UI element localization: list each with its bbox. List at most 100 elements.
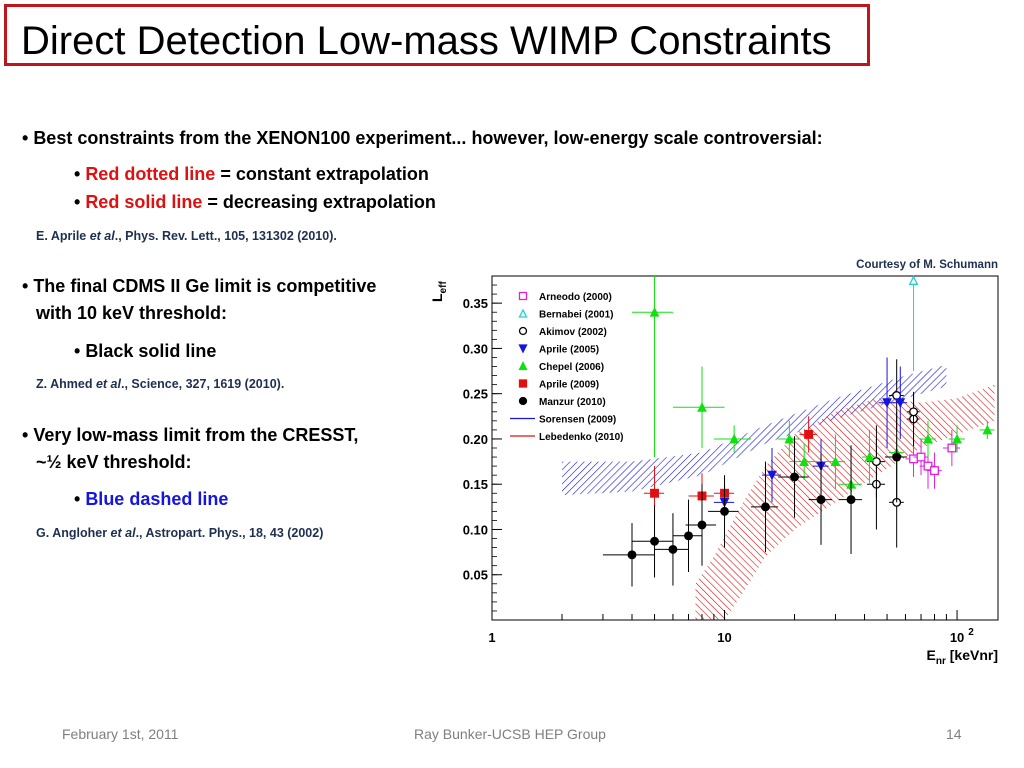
point-marker	[649, 306, 660, 317]
data-point	[913, 438, 929, 476]
ref2-pre: Z. Ahmed	[36, 377, 96, 391]
footer-page-number: 14	[946, 726, 962, 742]
data-point	[751, 461, 779, 553]
legend-entry: Aprile (2005)	[518, 344, 599, 356]
ref2-post: ., Science, 327, 1619 (2010).	[120, 377, 285, 391]
legend-entry: Arneodo (2000)	[518, 291, 612, 303]
sub-bullet-red-solid: • Red solid line = decreasing extrapolat…	[74, 192, 436, 212]
point-marker	[982, 424, 993, 435]
point-marker	[952, 433, 962, 444]
data-point	[892, 366, 908, 439]
sub-bullet-blue-dashed: • Blue dashed line	[74, 489, 229, 509]
sub-bullet-red-dotted: • Red dotted line = constant extrapolati…	[74, 164, 429, 184]
point-marker	[864, 451, 875, 462]
bullet-cresst-line1: • Very low-mass limit from the CRESST,	[22, 425, 359, 445]
point-marker	[892, 391, 902, 400]
point-marker	[909, 407, 919, 417]
point-marker	[799, 456, 810, 467]
legend-label: Bernabei (2001)	[539, 310, 613, 321]
sub-bullet-black-solid: • Black solid line	[74, 341, 217, 361]
ref1-pre: E. Aprile	[36, 229, 90, 243]
data-point	[867, 425, 886, 498]
ref1-post: ., Phys. Rev. Lett., 105, 131302 (2010).	[114, 229, 337, 243]
data-points	[602, 275, 995, 587]
legend-entry: Aprile (2009)	[518, 379, 599, 391]
data-point	[908, 275, 919, 372]
point-marker	[882, 398, 892, 408]
legend-entry: Sorensen (2009)	[510, 415, 616, 426]
legend-marker	[518, 361, 528, 371]
y-tick-label: 0.15	[463, 477, 488, 492]
legend-marker	[518, 326, 528, 336]
data-point	[762, 448, 782, 503]
data-point	[878, 357, 895, 448]
point-marker	[697, 402, 707, 412]
blue-dashed-label: Blue dashed line	[85, 489, 229, 509]
bullet-cdms-line1: • The final CDMS II Ge limit is competit…	[22, 276, 377, 296]
point-marker	[923, 433, 933, 444]
y-tick-label: 0.05	[463, 568, 488, 583]
data-point	[942, 429, 961, 467]
red-dotted-label: Red dotted line	[85, 164, 216, 184]
legend-entry: Bernabei (2001)	[518, 308, 613, 321]
bullet-cresst-line2: ~½ keV threshold:	[36, 452, 192, 472]
point-marker	[720, 506, 729, 516]
data-point	[602, 523, 655, 587]
y-tick-label: 0.25	[463, 387, 488, 402]
bullet-xenon-text: Best constraints from the XENON100 exper…	[33, 128, 823, 148]
reference-aprile: E. Aprile et al., Phys. Rev. Lett., 105,…	[36, 229, 337, 243]
legend-marker	[518, 379, 528, 388]
legend-entry: Lebedenko (2010)	[510, 432, 623, 443]
black-solid-label: Black solid line	[85, 341, 217, 361]
y-tick-label: 0.10	[463, 522, 488, 537]
data-point	[979, 420, 995, 439]
legend-label: Lebedenko (2010)	[539, 432, 623, 443]
y-tick-label: 0.35	[463, 296, 488, 311]
legend-marker	[518, 291, 528, 301]
legend: Arneodo (2000) Bernabei (2001) Akimov (200…	[510, 291, 623, 443]
legend-label: Sorensen (2009)	[539, 415, 616, 426]
ref3-etal: et al	[110, 526, 136, 540]
data-point	[713, 425, 752, 453]
point-marker	[871, 457, 881, 467]
ref3-pre: G. Angloher	[36, 526, 111, 540]
footer-date: February 1st, 2011	[62, 726, 179, 742]
legend-entry: Manzur (2010)	[518, 396, 606, 408]
data-point	[654, 513, 689, 586]
reference-angloher: G. Angloher et al., Astropart. Phys., 18…	[36, 526, 323, 540]
point-marker	[816, 495, 826, 505]
point-marker	[895, 398, 906, 408]
point-marker	[947, 443, 957, 453]
hatched-bands	[561, 364, 995, 620]
ref2-etal: et al	[95, 377, 121, 391]
sorensen-band	[561, 364, 947, 496]
x-axis-label: Enr [keVnr]	[927, 647, 998, 667]
point-marker	[627, 550, 637, 560]
data-point	[631, 505, 673, 578]
bullet-cdms-line2: with 10 keV threshold:	[36, 303, 228, 323]
legend-label: Chepel (2006)	[539, 362, 604, 373]
point-marker	[668, 544, 678, 554]
x-tick-label: 10	[950, 630, 964, 645]
point-marker	[697, 520, 707, 530]
x-tick-exponent: 2	[968, 627, 974, 638]
y-tick-label: 0.30	[463, 341, 488, 356]
leff-chart: 0.05 0.10 0.15 0.20 0.25 0.30 0.35 1 10 10 2 Leff En…	[429, 275, 999, 667]
point-marker	[684, 531, 693, 541]
bullet-cdms-text1: The final CDMS II Ge limit is competitiv…	[33, 276, 377, 296]
data-point	[778, 436, 809, 518]
legend-entry: Chepel (2006)	[518, 361, 604, 373]
point-marker	[650, 536, 659, 546]
data-point	[672, 366, 725, 448]
x-tick-label: 1	[488, 630, 495, 645]
legend-label: Aprile (2005)	[539, 345, 599, 356]
legend-marker	[518, 344, 528, 354]
ref1-etal: et al	[89, 229, 115, 243]
data-point	[907, 393, 920, 430]
y-axis-label: Leff	[429, 281, 449, 302]
red-solid-label: Red solid line	[85, 192, 203, 212]
data-point	[799, 416, 818, 453]
red-solid-desc: = decreasing extrapolation	[202, 192, 436, 212]
data-point	[631, 276, 673, 458]
legend-marker	[518, 396, 528, 406]
